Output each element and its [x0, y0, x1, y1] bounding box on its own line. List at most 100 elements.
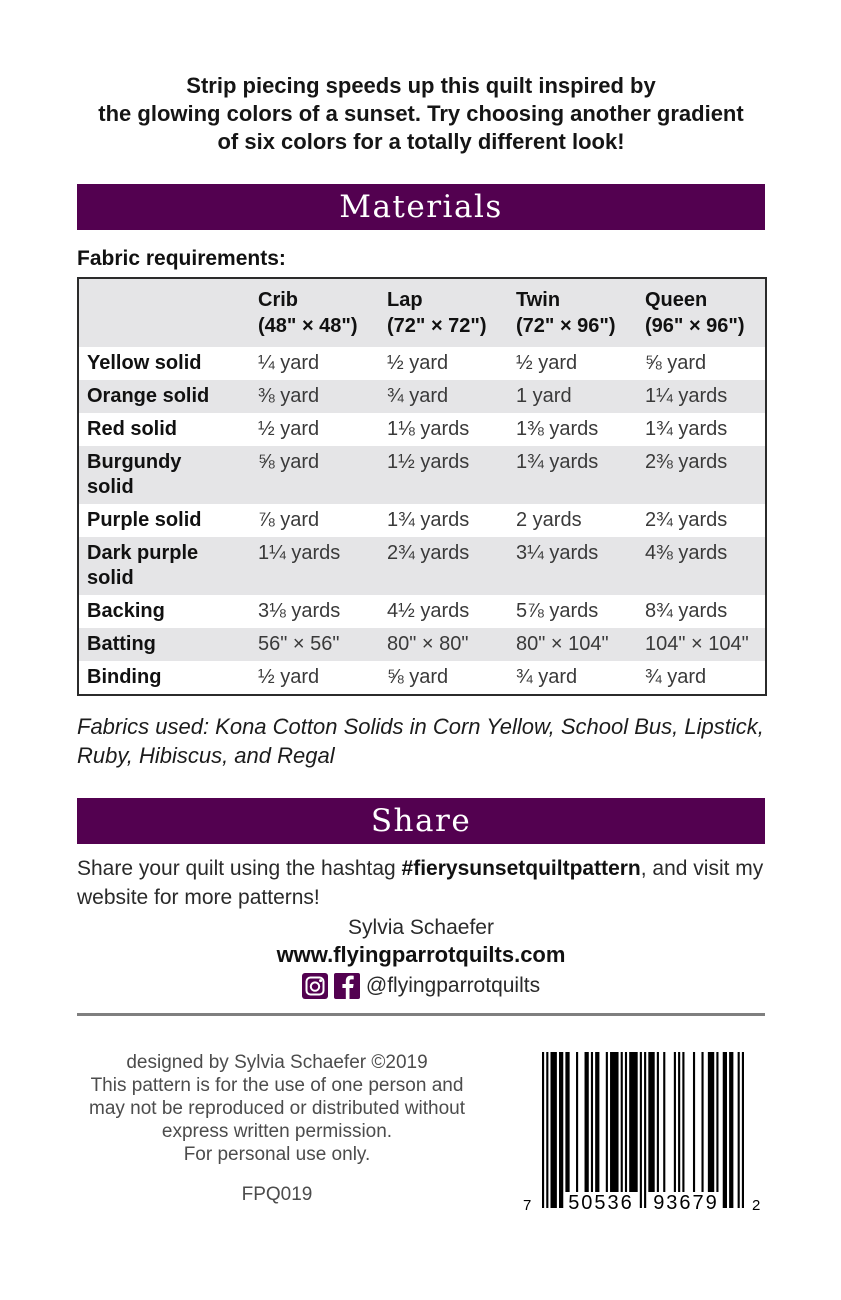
- table-row: Burgundy solid ⅝ yard 1½ yards 1¾ yards 2⅜ y…: [78, 446, 766, 504]
- column-header-queen: Queen (96" × 96"): [637, 278, 766, 347]
- column-header-lap: Lap (72" × 72"): [379, 278, 508, 347]
- fabric-yardage-cell: ⅝ yard: [387, 666, 449, 688]
- fabric-row-label: Batting: [87, 633, 156, 655]
- legal-line: may not be reproduced or distributed wit…: [89, 1098, 465, 1119]
- legal-line: For personal use only.: [183, 1144, 371, 1165]
- fabric-yardage-cell: 1½ yards: [387, 451, 470, 473]
- social-handle: @flyingparrotquilts: [365, 974, 541, 997]
- intro-line: of six colors for a totally different lo…: [217, 129, 625, 154]
- fabric-yardage-cell: ⅞ yard: [258, 509, 320, 531]
- instagram-icon: [301, 973, 328, 999]
- fabric-yardage-cell: 8¾ yards: [645, 600, 728, 622]
- fabric-yardage-cell: 1¾ yards: [516, 451, 599, 473]
- fabric-requirements-label: Fabric requirements:: [77, 247, 286, 270]
- column-dims: (96" × 96"): [645, 315, 745, 337]
- fabric-yardage-cell: 1¼ yards: [258, 542, 341, 564]
- table-row: Dark purple solid 1¼ yards 2¾ yards 3¼ yard…: [78, 537, 766, 595]
- fabric-yardage-cell: 5⅞ yards: [516, 600, 599, 622]
- fabric-row-label: Backing: [87, 600, 165, 622]
- fabric-yardage-cell: 4½ yards: [387, 600, 470, 622]
- fabric-row-label: Burgundy solid: [87, 451, 182, 498]
- footer-divider: [77, 1013, 765, 1016]
- table-row: Binding ½ yard ⅝ yard ¾ yard ¾ yard: [78, 661, 766, 695]
- fabrics-used-note: Fabrics used: Kona Cotton Solids in Corn…: [77, 712, 765, 770]
- intro-line: the glowing colors of a sunset. Try choo…: [98, 101, 744, 126]
- fabric-yardage-cell: 2 yards: [516, 509, 582, 531]
- share-hashtag: #fierysunsetquiltpattern: [401, 857, 641, 880]
- fabric-yardage-cell: 1¾ yards: [645, 418, 728, 440]
- facebook-icon: [333, 973, 360, 999]
- website-url: www.flyingparrotquilts.com: [276, 942, 566, 967]
- column-name: Crib: [258, 289, 298, 311]
- fabric-yardage-cell: 4⅜ yards: [645, 542, 728, 564]
- materials-heading: Materials: [339, 188, 503, 225]
- fabric-yardage-cell: 3¼ yards: [516, 542, 599, 564]
- fabric-yardage-cell: 80" × 80": [387, 633, 469, 655]
- fabrics-note-line: Ruby, Hibiscus, and Regal: [77, 743, 335, 768]
- table-header-row: Crib (48" × 48") Lap (72" × 72") Twin (7…: [78, 278, 766, 347]
- fabric-row-label: Orange solid: [87, 385, 210, 407]
- column-name: Queen: [645, 289, 708, 311]
- fabric-row-label: Dark purple solid: [87, 542, 199, 589]
- fabric-yardage-cell: ¼ yard: [258, 352, 320, 374]
- fabric-yardage-cell: 1 yard: [516, 385, 572, 407]
- fabric-yardage-cell: ½ yard: [258, 418, 320, 440]
- column-dims: (48" × 48"): [258, 315, 358, 337]
- fabric-yardage-cell: ½ yard: [516, 352, 578, 374]
- intro-text: Strip piecing speeds up this quilt inspi…: [77, 0, 765, 156]
- barcode-bars: [542, 1052, 744, 1208]
- fabric-yardage-cell: 56" × 56": [258, 633, 340, 655]
- fabric-row-label: Purple solid: [87, 509, 202, 531]
- fabric-row-label: Yellow solid: [87, 352, 202, 374]
- fabric-yardage-cell: 3⅛ yards: [258, 600, 341, 622]
- legal-line: This pattern is for the use of one perso…: [90, 1075, 464, 1096]
- share-heading: Share: [370, 802, 472, 839]
- table-row: Orange solid ⅜ yard ¾ yard 1 yard 1¼ yards: [78, 380, 766, 413]
- share-paragraph: Share your quilt using the hashtag #fier…: [77, 854, 765, 912]
- fabric-yardage-cell: 2⅜ yards: [645, 451, 728, 473]
- table-corner-cell: [78, 278, 250, 347]
- legal-text: designed by Sylvia Schaefer ©2019 This p…: [87, 1051, 467, 1166]
- fabric-yardage-cell: 1⅛ yards: [387, 418, 470, 440]
- table-row: Backing 3⅛ yards 4½ yards 5⅞ yards 8¾ yards: [78, 595, 766, 628]
- fabric-yardage-cell: ¾ yard: [516, 666, 578, 688]
- share-text-before: Share your quilt using the hashtag: [77, 857, 402, 880]
- column-header-crib: Crib (48" × 48"): [250, 278, 379, 347]
- fabric-requirements-table: Crib (48" × 48") Lap (72" × 72") Twin (7…: [77, 277, 767, 696]
- pattern-number: FPQ019: [241, 1184, 313, 1205]
- barcode-right-digit: 2: [752, 1197, 761, 1214]
- fabric-yardage-cell: ¾ yard: [387, 385, 449, 407]
- fabric-yardage-cell: 104" × 104": [645, 633, 749, 655]
- upc-barcode: 7 50536 93679 2: [515, 1052, 765, 1224]
- social-line: @flyingparrotquilts: [77, 972, 765, 1000]
- share-header-band: Share: [77, 798, 765, 844]
- fabric-yardage-cell: 1⅜ yards: [516, 418, 599, 440]
- fabric-yardage-cell: ½ yard: [387, 352, 449, 374]
- fabric-row-label: Red solid: [87, 418, 178, 440]
- materials-header-band: Materials: [77, 184, 765, 230]
- legal-line: designed by Sylvia Schaefer ©2019: [126, 1052, 428, 1073]
- fabric-yardage-cell: ⅜ yard: [258, 385, 320, 407]
- column-dims: (72" × 96"): [516, 315, 616, 337]
- fabric-yardage-cell: 1¾ yards: [387, 509, 470, 531]
- fabric-yardage-cell: 80" × 104": [516, 633, 609, 655]
- barcode-left-digit: 7: [523, 1197, 532, 1214]
- table-row: Red solid ½ yard 1⅛ yards 1⅜ yards 1¾ yards: [78, 413, 766, 446]
- fabric-row-label: Binding: [87, 666, 162, 688]
- intro-line: Strip piecing speeds up this quilt inspi…: [186, 73, 656, 98]
- author-name: Sylvia Schaefer: [348, 916, 494, 939]
- legal-line: express written permission.: [161, 1121, 393, 1142]
- column-dims: (72" × 72"): [387, 315, 487, 337]
- fabric-yardage-cell: 1¼ yards: [645, 385, 728, 407]
- column-header-twin: Twin (72" × 96"): [508, 278, 637, 347]
- fabrics-note-line: Fabrics used: Kona Cotton Solids in Corn…: [77, 714, 764, 739]
- fabric-yardage-cell: ⅝ yard: [258, 451, 320, 473]
- table-row: Batting 56" × 56" 80" × 80" 80" × 104" 104" …: [78, 628, 766, 661]
- fabric-yardage-cell: 2¾ yards: [387, 542, 470, 564]
- column-name: Lap: [387, 289, 423, 311]
- table-row: Yellow solid ¼ yard ½ yard ½ yard ⅝ yard: [78, 347, 766, 380]
- table-row: Purple solid ⅞ yard 1¾ yards 2 yards 2¾ yard…: [78, 504, 766, 537]
- fabric-yardage-cell: ½ yard: [258, 666, 320, 688]
- fabric-yardage-cell: ⅝ yard: [645, 352, 707, 374]
